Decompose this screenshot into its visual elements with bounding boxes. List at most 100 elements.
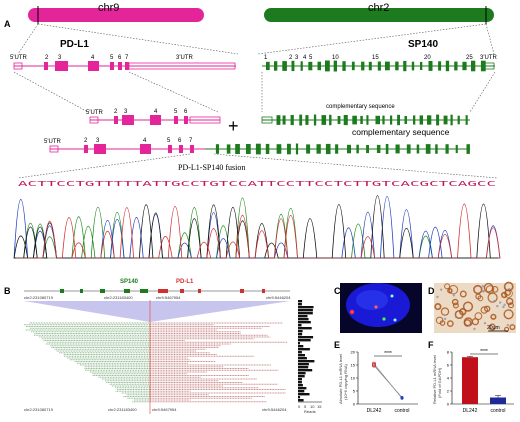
f-y-tick-label: 2: [447, 389, 450, 394]
sp140-exon: [404, 116, 407, 124]
reads-histogram-bar: [298, 387, 307, 390]
sp140-exon: [480, 60, 486, 72]
ihc-cell: [444, 283, 451, 290]
panel-label-d: D: [428, 286, 435, 296]
sp140-transcript-utr: [261, 116, 273, 124]
zoom-line: [128, 71, 219, 113]
transcript-exon-label: 5: [174, 109, 178, 115]
pdl1-exon: [110, 62, 114, 70]
panel-b-coord-mid-left-bottom: chr2:231183400: [108, 407, 137, 412]
f-y-tick-label: 0: [447, 402, 450, 407]
reads-histogram-bar: [298, 330, 303, 333]
sp140-exon: [347, 144, 351, 154]
sp140-exon-label: 2: [289, 55, 293, 61]
fish-red-signal: [349, 309, 355, 315]
e-pair-line: [373, 365, 403, 398]
reads-histogram-bar: [298, 321, 311, 324]
sp140-exon: [325, 60, 330, 72]
track-exon-pdl1: [180, 289, 184, 293]
sp140-exon: [403, 60, 407, 72]
sp140-exon-label: 5: [309, 55, 313, 61]
sp140-3utr-label: 3'UTR: [480, 55, 497, 61]
fusion-utr: [49, 145, 59, 153]
sp140-exon: [413, 115, 416, 125]
ihc-nucleus: [454, 315, 458, 318]
pdl1-exon: [44, 62, 48, 70]
sp140-exon: [375, 115, 380, 125]
zoom-fan-left: [24, 301, 150, 322]
panel-label-a: A: [4, 19, 11, 29]
sp140-exon: [215, 144, 219, 154]
pdl1-5utr-label: 5'UTR: [10, 55, 27, 61]
track-exon-pdl1: [158, 289, 168, 293]
reads-histogram-bar: [298, 348, 310, 351]
f-ylabel2: (Fold of GAPDH): [437, 367, 442, 398]
reads-histogram-bar: [298, 357, 307, 360]
ihc-nucleus: [499, 301, 502, 304]
reads-histogram-bar: [298, 339, 311, 342]
ihc-cell: [473, 284, 483, 295]
sp140-exon: [313, 114, 317, 126]
ihc-cell: [506, 297, 514, 306]
e-ylabel: Absolute PD-L1 mRNA level: [338, 354, 343, 404]
zoom-line: [17, 23, 39, 55]
fusion-exon-label: 7: [189, 138, 193, 144]
sp140-exon: [337, 116, 341, 125]
sp140-exon: [351, 61, 355, 71]
ihc-cell: [490, 313, 497, 320]
e-point-dl242: [372, 363, 376, 368]
fusion-exon-label: 3: [96, 138, 100, 144]
chr9-bar: [28, 8, 204, 22]
sp140-exon: [366, 115, 369, 125]
zoom-line: [257, 23, 487, 55]
ihc-cell: [459, 290, 467, 298]
track-exon-pdl1: [198, 289, 201, 293]
sp140-exon-label: 20: [424, 55, 431, 61]
f-y-tick-label: 8: [447, 350, 450, 355]
fish-fused-signal: [390, 294, 394, 298]
ihc-cell: [448, 285, 459, 295]
reads-histogram-bar: [298, 390, 305, 393]
reads-histogram: [298, 300, 315, 402]
reads-histogram-bar: [298, 393, 310, 396]
sp140-exon-label: 4: [303, 55, 307, 61]
fusion-exon-label: 4: [143, 138, 147, 144]
e-y-tick-label: 20: [351, 350, 356, 355]
sp140-exon: [368, 61, 372, 71]
chromatogram-trace: [16, 197, 498, 259]
panel-b-coord-mid-left: chr2:231183400: [104, 295, 133, 300]
reads-histogram-bar: [298, 312, 313, 315]
fusion-exon: [140, 144, 151, 154]
panel-b-coord-left: chr2:231080719: [24, 295, 54, 300]
pdl1-3utr-label: 3'UTR: [176, 55, 193, 61]
panel-b-coord-mid-right-bottom: chr9:5467954: [152, 407, 177, 412]
e-significance: ****: [384, 351, 392, 357]
f-x-tick-label: control: [490, 408, 505, 414]
zoom-line: [485, 23, 495, 55]
sp140-exon: [455, 144, 458, 154]
fusion-exon: [84, 145, 88, 153]
sp140-exon: [450, 114, 453, 126]
sp140-exon: [385, 61, 390, 71]
e-x-tick-label: control: [394, 408, 409, 414]
reads-histogram-bar: [298, 333, 303, 336]
sp140-exon: [416, 144, 420, 154]
sp140-exon: [316, 144, 321, 154]
ihc-cell: [446, 320, 454, 327]
reads-tick: 15: [317, 404, 322, 409]
fusion-exon: [190, 145, 194, 153]
e-y-tick-label: 15: [351, 363, 356, 368]
panel-b-coord-left-bottom: chr2:231080719: [24, 407, 54, 412]
transcript-exon-label: 2: [114, 109, 118, 115]
sp140-exon: [295, 143, 299, 155]
ihc-cell: [471, 318, 480, 326]
zoom-line: [469, 71, 496, 113]
panel-label-c: C: [334, 286, 341, 296]
ihc-nucleus: [502, 305, 505, 309]
ihc-nucleus: [503, 303, 506, 306]
sp140-exon: [390, 115, 393, 125]
transcript-exon-label: 3: [124, 109, 128, 115]
fusion-exon-label: 6: [178, 138, 182, 144]
ihc-nucleus: [436, 295, 439, 299]
e-x-tick-label: DL242: [367, 408, 382, 414]
